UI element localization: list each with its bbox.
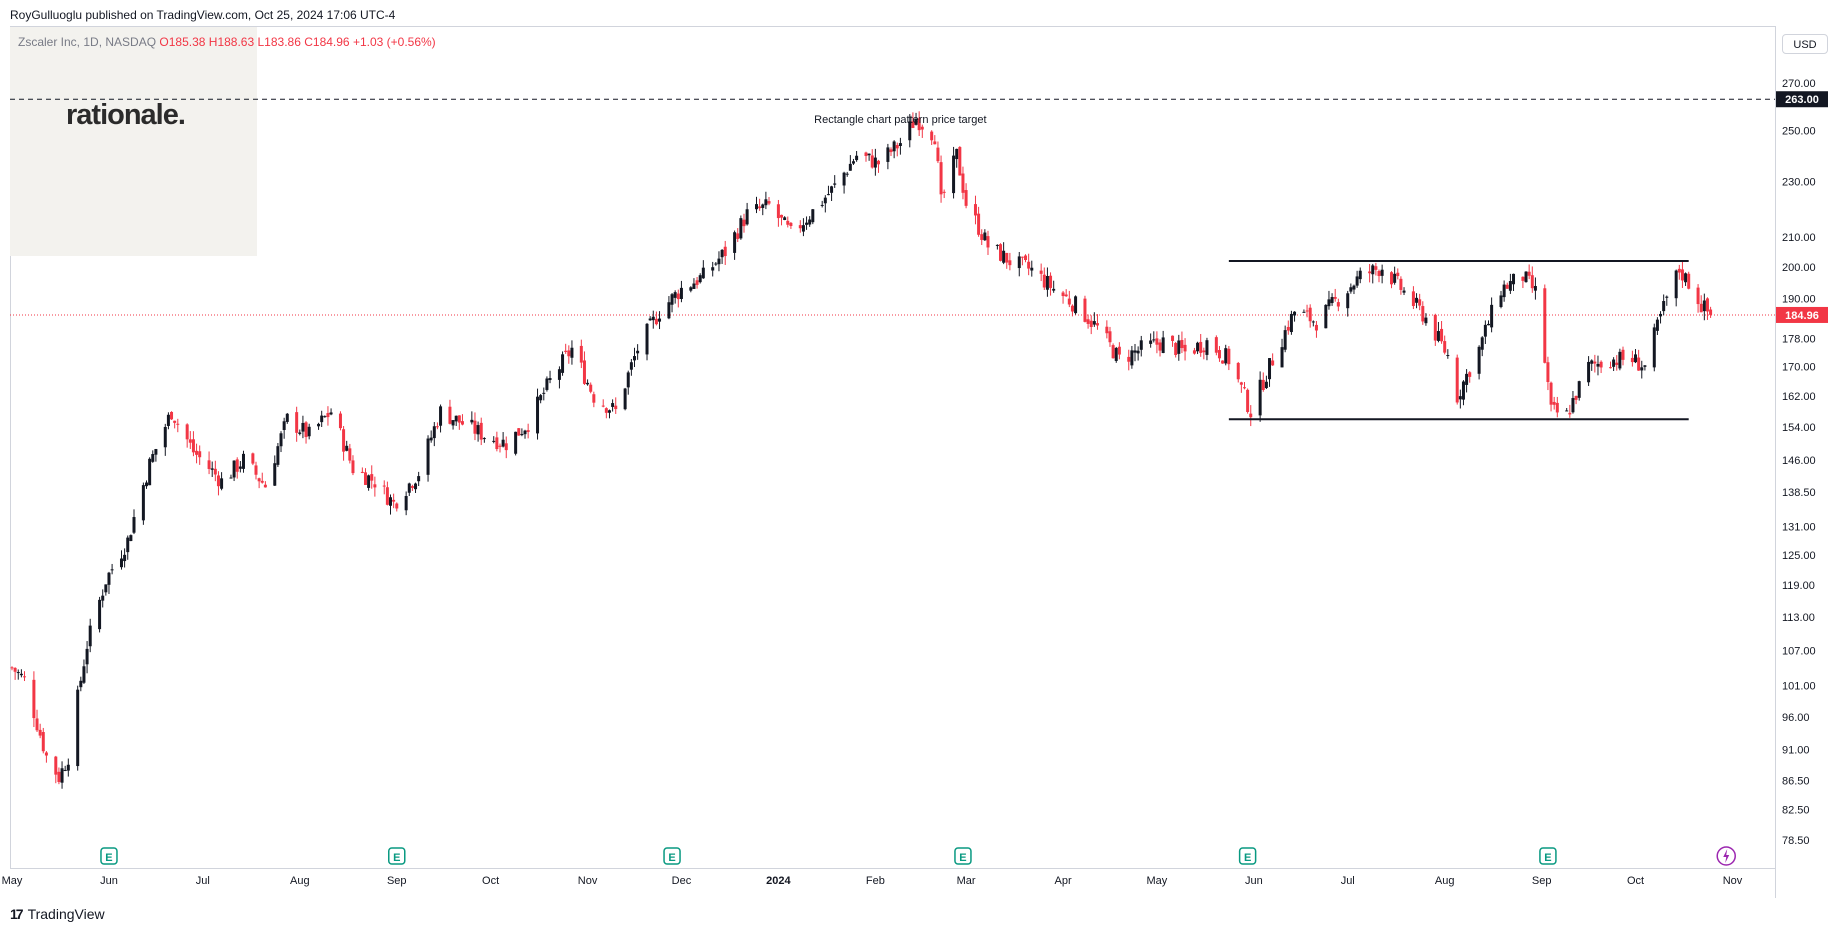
y-tick-label: 91.00	[1782, 745, 1810, 757]
price-target-label-box	[1776, 91, 1828, 108]
y-tick-label: 162.00	[1782, 391, 1816, 403]
y-tick-label: 250.00	[1782, 125, 1816, 137]
publisher-line: RoyGulluoglu published on TradingView.co…	[10, 8, 396, 22]
change-value: +1.03 (+0.56%)	[352, 35, 436, 49]
y-tick-label: 101.00	[1782, 681, 1816, 693]
x-tick-label: May	[1147, 875, 1168, 887]
x-tick-label: Apr	[1054, 875, 1071, 887]
x-tick-label: Jun	[1245, 875, 1263, 887]
y-tick-label: 82.50	[1782, 805, 1810, 817]
price-target-label: 263.00	[1785, 94, 1819, 106]
y-tick-label: 131.00	[1782, 521, 1816, 533]
open-value: O185.38	[159, 35, 206, 49]
x-tick-label: Feb	[866, 875, 885, 887]
close-value: C184.96	[304, 35, 350, 49]
low-value: L183.86	[257, 35, 301, 49]
y-tick-label: 178.00	[1782, 333, 1816, 345]
tradingview-logo-icon: 17	[10, 906, 24, 922]
footer-brand-text: TradingView	[27, 906, 105, 922]
chart-pane[interactable]	[10, 26, 1776, 869]
x-tick-label: May	[2, 875, 23, 887]
logo-watermark-box: rationale.	[10, 27, 257, 256]
y-tick-label: 113.00	[1782, 612, 1815, 624]
x-tick-label: 2024	[766, 875, 791, 887]
y-tick-label: 96.00	[1782, 712, 1810, 724]
x-tick-label: Oct	[482, 875, 499, 887]
y-tick-label: 210.00	[1782, 232, 1816, 244]
price-axis-separator	[1775, 26, 1776, 898]
y-tick-label: 119.00	[1782, 580, 1815, 592]
x-tick-label: Dec	[672, 875, 692, 887]
y-tick-label: 154.00	[1782, 422, 1816, 434]
y-tick-label: 230.00	[1782, 176, 1816, 188]
y-tick-label: 107.00	[1782, 645, 1816, 657]
x-tick-label: Sep	[1532, 875, 1552, 887]
y-tick-label: 200.00	[1782, 262, 1816, 274]
ohlc-legend: Zscaler Inc, 1D, NASDAQ O185.38 H188.63 …	[18, 35, 436, 49]
x-tick-label: Jul	[1341, 875, 1355, 887]
x-tick-label: Mar	[957, 875, 976, 887]
y-tick-label: 270.00	[1782, 78, 1816, 90]
x-tick-label: Aug	[290, 875, 310, 887]
y-tick-label: 146.00	[1782, 455, 1816, 467]
x-tick-label: Nov	[1723, 875, 1743, 887]
logo-text: rationale.	[66, 99, 186, 131]
y-tick-label: 170.00	[1782, 362, 1816, 374]
high-value: H188.63	[208, 35, 255, 49]
symbol-label[interactable]: Zscaler Inc, 1D, NASDAQ	[18, 35, 157, 49]
y-tick-label: 138.50	[1782, 487, 1816, 499]
x-tick-label: Oct	[1627, 875, 1644, 887]
currency-button[interactable]: USD	[1782, 34, 1828, 54]
x-tick-label: Nov	[578, 875, 598, 887]
current-price-label: 184.96	[1785, 310, 1819, 322]
y-tick-label: 78.50	[1782, 835, 1810, 847]
footer-branding: 17 TradingView	[10, 906, 105, 922]
y-tick-label: 86.50	[1782, 776, 1810, 788]
current-price-label-box	[1776, 306, 1828, 323]
x-tick-label: Jun	[100, 875, 118, 887]
y-tick-label: 190.00	[1782, 293, 1816, 305]
x-tick-label: Aug	[1435, 875, 1455, 887]
x-tick-label: Jul	[196, 875, 210, 887]
x-tick-label: Sep	[387, 875, 407, 887]
y-tick-label: 125.00	[1782, 550, 1816, 562]
